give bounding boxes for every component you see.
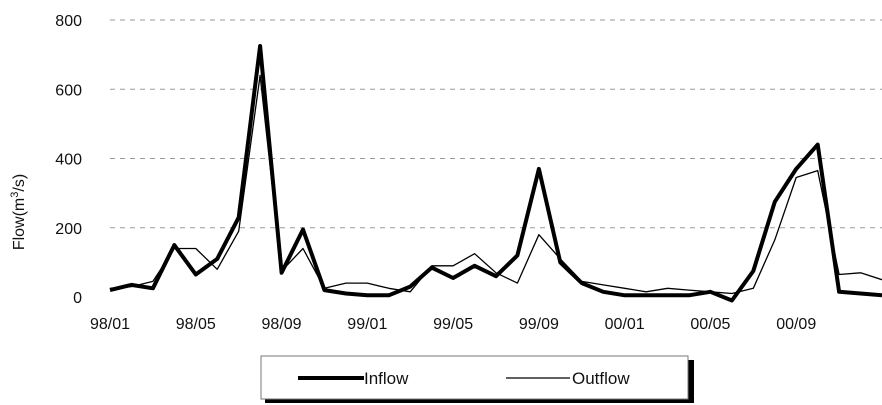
x-tick-label: 00/09 bbox=[776, 316, 816, 333]
y-axis-label-suffix: /s) bbox=[11, 174, 28, 192]
x-tick-label: 98/05 bbox=[176, 316, 216, 333]
x-axis-ticks: 98/01 98/05 98/09 99/01 99/05 99/09 00/01 00/05… bbox=[90, 316, 816, 333]
x-tick-label: 99/05 bbox=[433, 316, 473, 333]
legend-label-inflow: Inflow bbox=[364, 369, 409, 388]
series-line-inflow bbox=[109, 44, 882, 303]
series-lines bbox=[109, 44, 882, 303]
y-tick-label: 400 bbox=[55, 152, 82, 169]
y-axis-label-prefix: Flow(m bbox=[11, 198, 28, 250]
y-tick-label: 800 bbox=[55, 13, 82, 30]
y-tick-label: 200 bbox=[55, 221, 82, 238]
y-axis-label-sup: 3 bbox=[9, 192, 21, 198]
y-axis-label: Flow(m3/s) bbox=[9, 174, 28, 250]
y-tick-label: 600 bbox=[55, 82, 82, 99]
legend-label-outflow: Outflow bbox=[572, 369, 630, 388]
x-tick-label: 99/01 bbox=[347, 316, 387, 333]
grid-lines bbox=[110, 19, 882, 229]
x-tick-label: 98/09 bbox=[262, 316, 302, 333]
y-tick-label: 0 bbox=[73, 290, 82, 307]
x-tick-label: 98/01 bbox=[90, 316, 130, 333]
series-line-outflow bbox=[109, 74, 882, 295]
x-tick-label: 00/05 bbox=[690, 316, 730, 333]
x-tick-label: 99/09 bbox=[519, 316, 559, 333]
x-tick-label: 00/01 bbox=[605, 316, 645, 333]
legend: Inflow Outflow bbox=[260, 355, 694, 403]
y-axis-ticks: 0 200 400 600 800 bbox=[55, 13, 82, 307]
